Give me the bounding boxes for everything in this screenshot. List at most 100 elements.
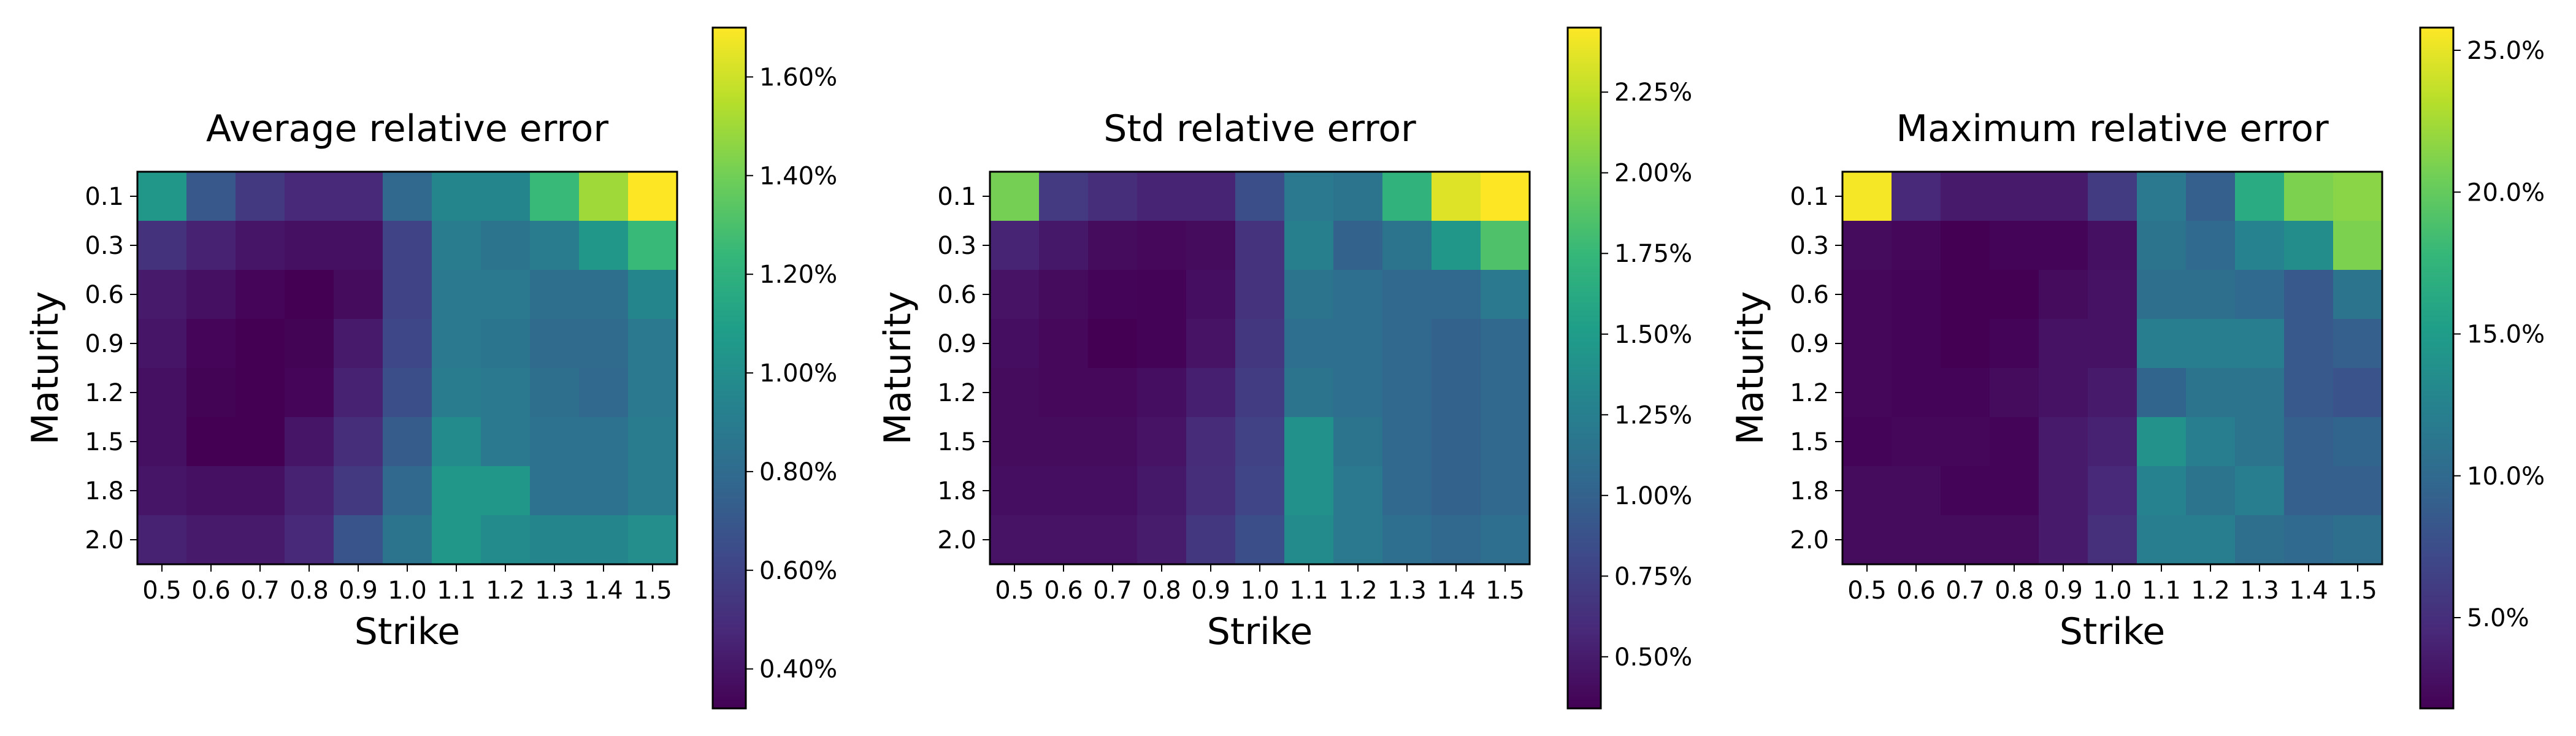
heatmap-cell — [2137, 319, 2187, 369]
heatmap-cell — [2088, 466, 2137, 516]
heatmap-cell — [383, 172, 432, 221]
heatmap-cell — [186, 466, 236, 516]
heatmap-cell — [628, 270, 678, 320]
x-tick-label: 0.9 — [1191, 577, 1230, 605]
heatmap-cell — [2088, 319, 2137, 369]
heatmap-cell — [2235, 515, 2285, 565]
x-axis-label: Strike — [1207, 610, 1313, 653]
chart-title: Maximum relative error — [1896, 107, 2329, 150]
heatmap-cell — [579, 221, 629, 270]
heatmap-cell — [236, 515, 285, 565]
heatmap-cell — [2039, 319, 2088, 369]
colorbar-tick-label: 1.60% — [759, 63, 837, 91]
heatmap-cell — [1137, 417, 1187, 467]
heatmap-cell — [236, 417, 285, 467]
heatmap-cell — [2333, 221, 2383, 270]
heatmap-cell — [2088, 417, 2137, 467]
heatmap-cell — [1941, 221, 1990, 270]
heatmap-cell — [432, 515, 481, 565]
x-tick-label: 1.1 — [1289, 577, 1328, 605]
heatmap-cell — [1382, 515, 1432, 565]
y-tick-label: 1.8 — [937, 477, 976, 505]
heatmap-cell — [1432, 368, 1481, 418]
heatmap-cell — [1235, 270, 1285, 320]
heatmap-cell — [1990, 221, 2039, 270]
heatmap-cell — [137, 368, 187, 418]
heatmap-cell — [1333, 270, 1383, 320]
heatmap-cell — [2186, 368, 2236, 418]
heatmap-cell — [1941, 515, 1990, 565]
x-tick-label: 0.9 — [2044, 577, 2083, 605]
heatmap-cell — [2235, 270, 2285, 320]
heatmap-cell — [285, 319, 334, 369]
x-tick-label: 1.4 — [1436, 577, 1476, 605]
colorbar-tick-label: 5.0% — [2467, 604, 2529, 632]
heatmap-cell — [432, 221, 481, 270]
heatmap-cell — [1990, 417, 2039, 467]
heatmap-cell — [1842, 368, 1892, 418]
heatmap-cell — [1186, 368, 1236, 418]
heatmap-cell — [1941, 270, 1990, 320]
heatmap-cell — [334, 466, 383, 516]
y-tick-label: 1.2 — [937, 379, 976, 407]
heatmap-cell — [530, 172, 580, 221]
heatmap-cell — [1842, 466, 1892, 516]
y-tick-label: 1.2 — [85, 379, 124, 407]
heatmap-cell — [137, 319, 187, 369]
x-tick-label: 1.3 — [535, 577, 574, 605]
heatmap-cell — [530, 221, 580, 270]
heatmap-cell — [1284, 319, 1334, 369]
x-tick-label: 0.7 — [1093, 577, 1132, 605]
heatmap-cell — [2235, 221, 2285, 270]
heatmap-cell — [481, 270, 531, 320]
heatmap-cell — [1039, 417, 1089, 467]
heatmap-cell — [2333, 417, 2383, 467]
chart-title: Average relative error — [206, 107, 608, 150]
heatmap-cell — [481, 368, 531, 418]
y-axis-label: Maturity — [876, 291, 919, 445]
y-tick-label: 0.9 — [937, 330, 976, 358]
heatmap-panel-1: Average relative error 0.5 0.6 0.7 0.8 0.9 1.0… — [24, 26, 837, 710]
heatmap-cell — [1039, 172, 1089, 221]
heatmap-cell — [1284, 417, 1334, 467]
x-tick-label: 0.7 — [240, 577, 280, 605]
heatmap-cell — [1382, 172, 1432, 221]
heatmap-cell — [1481, 270, 1530, 320]
heatmap-cell — [2137, 172, 2187, 221]
heatmap-cell — [1842, 221, 1892, 270]
heatmap-cell — [481, 221, 531, 270]
heatmap-cell — [2039, 515, 2088, 565]
heatmap-cell — [1892, 417, 1941, 467]
heatmap-cell — [2235, 417, 2285, 467]
heatmap-cell — [481, 515, 531, 565]
heatmap-cell — [481, 319, 531, 369]
heatmap-cell — [2186, 221, 2236, 270]
heatmap-cell — [530, 417, 580, 467]
heatmap-cell — [1432, 417, 1481, 467]
heatmap-cell — [2088, 221, 2137, 270]
heatmap-cell — [1235, 172, 1285, 221]
heatmap-cell — [2137, 368, 2187, 418]
y-tick-label: 0.6 — [1790, 281, 1829, 309]
x-tick-label: 0.6 — [1044, 577, 1083, 605]
heatmap-cell — [1186, 466, 1236, 516]
y-tick-label: 0.1 — [937, 183, 976, 211]
heatmap-cell — [1088, 319, 1138, 369]
heatmap-cell — [334, 417, 383, 467]
heatmap-cell — [285, 270, 334, 320]
y-tick-label: 2.0 — [1790, 526, 1829, 554]
heatmap-cell — [1481, 172, 1530, 221]
x-tick-label: 1.4 — [584, 577, 623, 605]
heatmap-cell — [1842, 417, 1892, 467]
colorbar-tick-label: 1.75% — [1614, 240, 1692, 268]
heatmap-cell — [186, 515, 236, 565]
heatmap-cell — [990, 368, 1040, 418]
heatmap-cell — [2284, 417, 2334, 467]
heatmap-cell — [1186, 319, 1236, 369]
heatmap-cell — [2039, 172, 2088, 221]
heatmap-cell — [1990, 368, 2039, 418]
heatmap-cell — [579, 270, 629, 320]
heatmap-cell — [2235, 368, 2285, 418]
colorbar-tick-label: 10.0% — [2467, 462, 2545, 491]
y-axis-label: Maturity — [24, 291, 67, 445]
